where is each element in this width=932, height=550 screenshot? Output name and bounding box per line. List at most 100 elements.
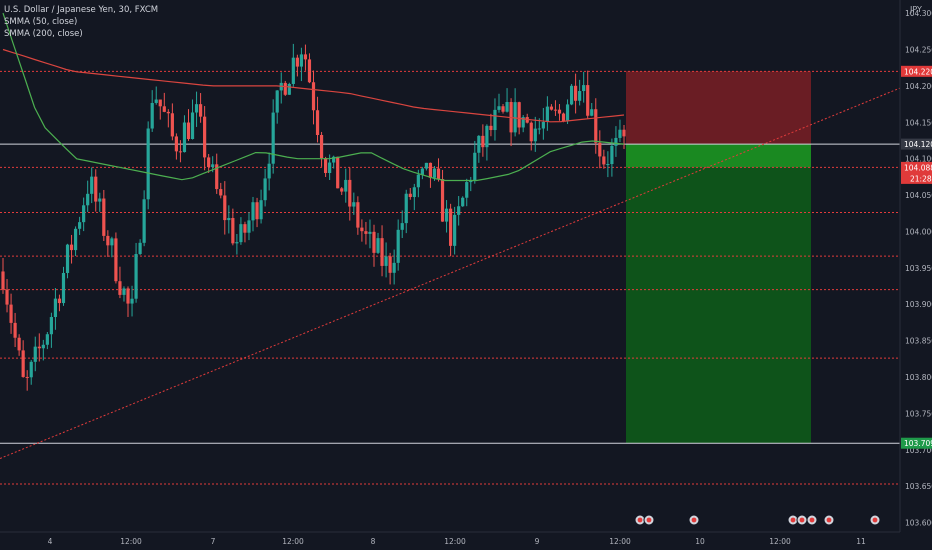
candle-body-74 — [299, 54, 304, 67]
price-tick-5: 104.050 — [905, 191, 932, 200]
candle-body-79 — [319, 135, 324, 159]
moving-averages — [2, 12, 625, 182]
price-tick-2: 104.200 — [905, 82, 932, 91]
price-label-0: 104.220 — [904, 67, 932, 76]
candle-body-91 — [368, 231, 372, 234]
chart-title[interactable]: U.S. Dollar / Japanese Yen, 30, FXCM — [4, 5, 159, 15]
candle-body-56 — [227, 218, 231, 221]
candle-body-92 — [372, 231, 376, 253]
candle-body-90 — [364, 231, 368, 234]
event-marker-dot-4 — [799, 517, 805, 523]
candle-body-35 — [142, 199, 146, 243]
candle-body-34 — [138, 242, 142, 255]
candle-body-137 — [553, 109, 558, 111]
indicator-sma200-label[interactable]: SMMA (200, close) — [4, 29, 83, 39]
candle-body-142 — [574, 85, 578, 101]
candle-body-59 — [239, 224, 243, 243]
candle-body-14 — [57, 298, 62, 304]
time-tick-10: 11 — [856, 537, 866, 546]
candle-body-63 — [255, 202, 259, 220]
candle-body-40 — [162, 106, 166, 112]
candle-body-139 — [561, 113, 566, 122]
time-tick-8: 10 — [695, 537, 705, 546]
time-tick-9: 12:00 — [769, 537, 791, 546]
time-tick-0: 4 — [48, 537, 53, 546]
candle-body-41 — [166, 111, 170, 114]
candle-body-141 — [569, 85, 574, 105]
candle-body-107 — [432, 168, 437, 178]
candle-body-120 — [485, 125, 489, 148]
price-tick-7: 103.950 — [905, 264, 932, 273]
candle-body-97 — [392, 262, 396, 273]
candle-body-146 — [590, 109, 594, 116]
price-tick-1: 104.250 — [905, 45, 932, 54]
price-tick-11: 103.750 — [905, 409, 932, 418]
candle-body-117 — [473, 152, 477, 181]
candle-body-15 — [61, 272, 66, 304]
candle-body-73 — [295, 57, 299, 67]
candle-body-121 — [489, 125, 493, 131]
candle-body-144 — [582, 85, 586, 92]
candle-body-65 — [263, 178, 267, 201]
candle-body-44 — [178, 151, 183, 153]
candle-body-100 — [404, 193, 408, 224]
candle-body-10 — [41, 344, 45, 349]
candle-body-133 — [537, 128, 541, 130]
candle-body-75 — [303, 54, 308, 60]
candle-body-0 — [1, 271, 5, 290]
candle-body-153 — [618, 129, 622, 138]
candle-body-9 — [37, 346, 41, 349]
candle-body-95 — [384, 256, 388, 266]
price-label-3: 103.709 — [904, 439, 932, 448]
time-tick-2: 7 — [211, 537, 216, 546]
indicator-sma50-label[interactable]: SMMA (50, close) — [4, 17, 78, 27]
candle-body-43 — [174, 136, 178, 152]
candle-body-151 — [610, 145, 614, 165]
price-axis[interactable]: JPY104.300104.250104.200104.150104.10010… — [899, 0, 932, 550]
price-tick-0: 104.300 — [905, 9, 932, 18]
candle-body-33 — [134, 254, 138, 299]
candle-body-3 — [13, 322, 17, 338]
candle-body-125 — [505, 102, 509, 112]
candle-body-45 — [182, 122, 187, 153]
time-axis[interactable]: 4 12:00 7 12:00 8 12:00 9 12:00 10 12:00 11 — [0, 531, 900, 546]
candle-body-57 — [231, 218, 235, 244]
price-tick-8: 103.900 — [905, 300, 932, 309]
price-label-bg-0 — [901, 65, 932, 77]
candle-body-37 — [150, 102, 154, 129]
candle-body-81 — [328, 162, 332, 174]
candle-body-96 — [388, 256, 392, 273]
stop-loss-zone — [626, 71, 811, 145]
candle-body-89 — [360, 227, 364, 232]
candle-body-29 — [118, 281, 122, 295]
candle-body-102 — [412, 187, 416, 198]
time-tick-1: 12:00 — [120, 537, 142, 546]
event-marker-dot-7 — [872, 517, 878, 523]
candle-body-110 — [444, 208, 449, 222]
time-tick-4: 8 — [371, 537, 376, 546]
candle-body-42 — [170, 113, 174, 137]
candle-body-112 — [453, 214, 457, 246]
time-tick-6: 9 — [535, 537, 540, 546]
price-label-2: 104.088 — [904, 163, 932, 172]
candle-body-26 — [106, 235, 110, 246]
candles — [1, 43, 626, 391]
candle-body-50 — [203, 116, 207, 158]
candle-body-132 — [533, 128, 537, 142]
candle-body-20 — [82, 205, 86, 223]
event-marker-dot-2 — [691, 517, 697, 523]
candle-body-86 — [348, 179, 352, 207]
candle-body-49 — [198, 104, 203, 117]
candle-body-113 — [457, 206, 461, 215]
candle-body-88 — [356, 202, 360, 228]
candle-body-109 — [440, 179, 445, 222]
candle-body-138 — [557, 109, 562, 114]
candle-body-55 — [223, 195, 227, 221]
price-axis-background — [900, 0, 932, 550]
take-profit-zone — [626, 167, 811, 444]
candle-body-7 — [29, 361, 33, 378]
candle-body-58 — [235, 242, 239, 244]
price-tick-13: 103.650 — [905, 482, 932, 491]
candle-body-39 — [158, 99, 162, 107]
